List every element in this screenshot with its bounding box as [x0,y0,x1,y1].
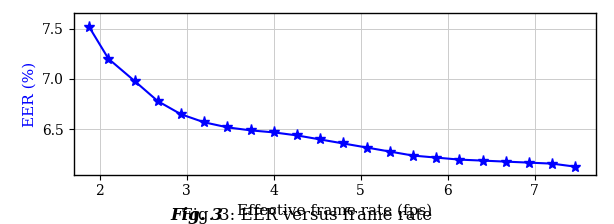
Y-axis label: EER (%): EER (%) [23,61,36,127]
Text: Fig. 3: Fig. 3 [171,207,223,224]
Text: Fig. 3: EER versus frame rate: Fig. 3: EER versus frame rate [182,207,432,224]
Text: Fig. 3: EER versus frame rate: Fig. 3: EER versus frame rate [182,207,432,224]
X-axis label: Effective frame rate (fps): Effective frame rate (fps) [237,204,432,218]
